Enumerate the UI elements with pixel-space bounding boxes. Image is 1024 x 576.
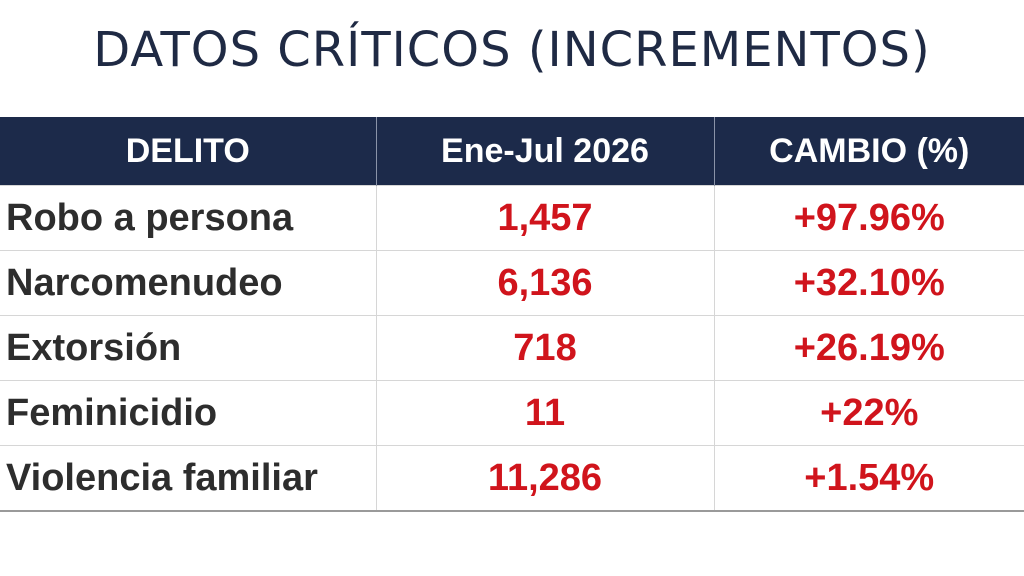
table-row: Feminicidio 11 +22%: [0, 380, 1024, 446]
table-row: Extorsión 718 +26.19%: [0, 315, 1024, 381]
crime-change: +1.54%: [713, 445, 1024, 512]
crime-count: 6,136: [375, 250, 714, 316]
crime-name: Feminicidio: [0, 380, 376, 446]
table-header-row: DELITO Ene-Jul 2026 CAMBIO (%): [0, 117, 1024, 186]
crime-change: +32.10%: [713, 250, 1024, 316]
crime-name: Robo a persona: [0, 185, 376, 251]
crime-count: 1,457: [375, 185, 714, 251]
crime-change: +22%: [713, 380, 1024, 446]
crime-count: 11,286: [375, 445, 714, 512]
table-row: Robo a persona 1,457 +97.96%: [0, 185, 1024, 251]
crime-count: 718: [375, 315, 714, 381]
crime-change: +26.19%: [713, 315, 1024, 381]
crime-name: Narcomenudeo: [0, 250, 376, 316]
page-title: DATOS CRÍTICOS (INCREMENTOS): [93, 22, 931, 78]
table-row: Narcomenudeo 6,136 +32.10%: [0, 250, 1024, 316]
crime-name: Violencia familiar: [0, 445, 376, 512]
crime-name: Extorsión: [0, 315, 376, 381]
table-row: Violencia familiar 11,286 +1.54%: [0, 445, 1024, 512]
column-header-change: CAMBIO (%): [713, 117, 1024, 186]
crime-table: DELITO Ene-Jul 2026 CAMBIO (%) Robo a pe…: [0, 117, 1024, 512]
column-header-crime: DELITO: [0, 117, 376, 186]
column-header-period: Ene-Jul 2026: [375, 117, 714, 186]
crime-change: +97.96%: [713, 185, 1024, 251]
crime-count: 11: [375, 380, 714, 446]
